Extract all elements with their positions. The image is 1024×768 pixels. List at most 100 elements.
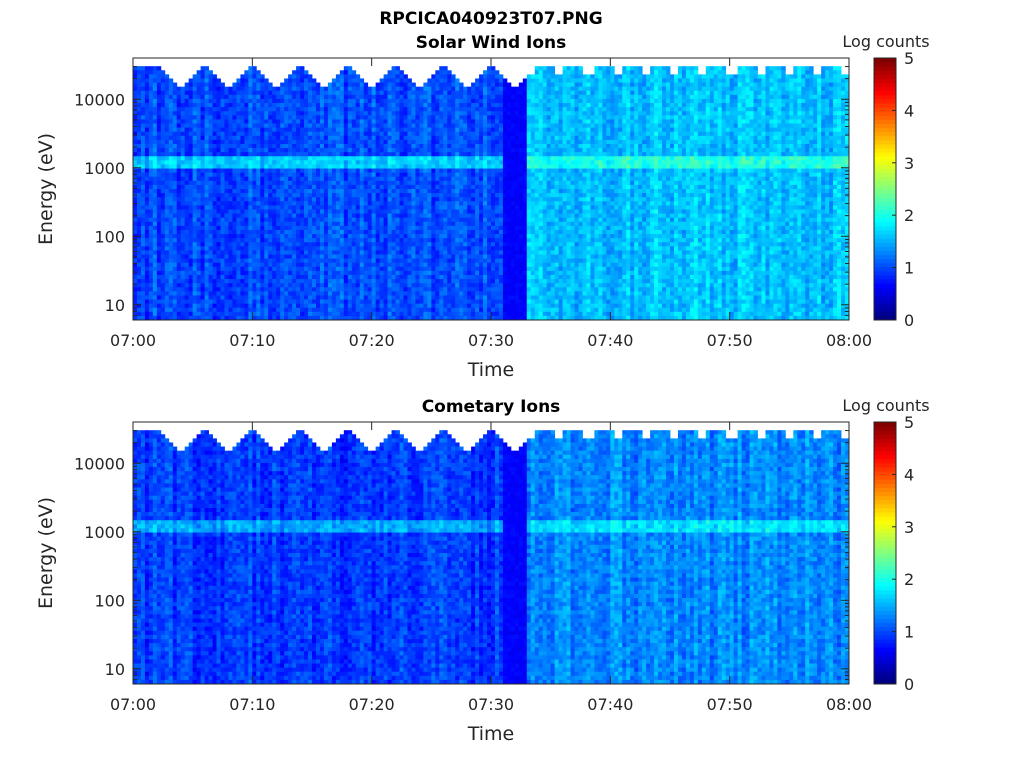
- heatmap-cell: [200, 270, 205, 276]
- heatmap-cell: [323, 160, 329, 165]
- heatmap-cell: [248, 103, 253, 108]
- heatmap-cell: [427, 143, 432, 149]
- heatmap-cell: [375, 205, 381, 210]
- heatmap-cell: [180, 180, 186, 186]
- heatmap-cell: [244, 205, 249, 210]
- heatmap-cell: [300, 250, 305, 255]
- heatmap-cell: [276, 315, 281, 321]
- heatmap-cell: [276, 152, 281, 157]
- heatmap-cell: [252, 221, 257, 227]
- heatmap-cell: [216, 143, 221, 149]
- heatmap-cell: [399, 74, 404, 79]
- heatmap-cell: [236, 287, 241, 292]
- heatmap-cell: [455, 135, 460, 141]
- heatmap-cell: [327, 221, 333, 227]
- heatmap-cell: [136, 123, 142, 128]
- heatmap-cell: [363, 258, 369, 264]
- heatmap-cell: [343, 98, 349, 104]
- heatmap-cell: [403, 86, 408, 92]
- heatmap-cell: [284, 307, 289, 313]
- heatmap-cell: [204, 127, 209, 133]
- heatmap-cell: [232, 291, 237, 296]
- heatmap-cell: [264, 221, 269, 227]
- heatmap-cell: [411, 82, 416, 88]
- heatmap-cell: [224, 221, 229, 227]
- heatmap-cell: [435, 127, 440, 133]
- heatmap-cell: [411, 283, 416, 288]
- heatmap-cell: [164, 262, 170, 268]
- heatmap-cell: [200, 94, 205, 100]
- heatmap-cell: [192, 127, 198, 133]
- heatmap-cell: [308, 193, 313, 198]
- heatmap-cell: [300, 94, 305, 100]
- heatmap-cell: [280, 180, 285, 186]
- heatmap-cell: [156, 180, 162, 186]
- heatmap-cell: [296, 180, 301, 186]
- heatmap-cell: [212, 184, 217, 190]
- heatmap-cell: [244, 250, 249, 255]
- heatmap-cell: [395, 180, 400, 186]
- heatmap-cell: [312, 295, 317, 300]
- heatmap-cell: [140, 148, 146, 153]
- heatmap-cell: [423, 311, 428, 317]
- heatmap-cell: [443, 201, 448, 206]
- heatmap-cell: [152, 242, 158, 247]
- heatmap-cell: [292, 184, 297, 190]
- heatmap-cell: [220, 299, 225, 305]
- heatmap-cell: [312, 94, 317, 100]
- heatmap-cell: [383, 127, 388, 133]
- heatmap-cell: [224, 213, 229, 219]
- heatmap-cell: [447, 131, 452, 137]
- heatmap-cell: [184, 176, 190, 182]
- heatmap-cell: [331, 94, 337, 100]
- heatmap-cell: [224, 127, 229, 133]
- heatmap-cell: [375, 143, 381, 149]
- heatmap-cell: [319, 217, 325, 223]
- heatmap-cell: [423, 229, 428, 235]
- heatmap-cell: [224, 90, 229, 96]
- heatmap-cell: [355, 131, 361, 137]
- heatmap-cell: [224, 315, 229, 321]
- heatmap-cell: [272, 168, 277, 174]
- heatmap-cell: [240, 295, 245, 300]
- heatmap-cell: [164, 205, 170, 210]
- heatmap-cell: [220, 98, 225, 104]
- heatmap-cell: [220, 176, 225, 182]
- heatmap-cell: [447, 135, 452, 141]
- heatmap-cell: [423, 303, 428, 309]
- heatmap-cell: [312, 111, 317, 116]
- heatmap-cell: [435, 180, 440, 186]
- heatmap-cell: [133, 78, 138, 83]
- heatmap-cell: [252, 168, 257, 174]
- heatmap-cell: [419, 148, 424, 153]
- heatmap-cell: [304, 238, 309, 243]
- heatmap-cell: [343, 234, 349, 239]
- heatmap-cell: [355, 74, 361, 79]
- heatmap-cell: [180, 176, 186, 182]
- heatmap-cell: [443, 307, 448, 313]
- heatmap-cell: [272, 131, 277, 137]
- heatmap-cell: [300, 242, 305, 247]
- heatmap-cell: [133, 221, 138, 227]
- heatmap-cell: [172, 229, 178, 235]
- heatmap-cell: [144, 246, 150, 251]
- heatmap-cell: [136, 242, 142, 247]
- heatmap-cell: [276, 283, 281, 288]
- heatmap-cell: [447, 172, 452, 178]
- heatmap-cell: [363, 82, 369, 88]
- heatmap-cell: [355, 274, 361, 280]
- heatmap-cell: [308, 98, 313, 104]
- heatmap-cell: [196, 291, 202, 296]
- heatmap-cell: [164, 119, 170, 124]
- heatmap-cell: [252, 119, 257, 124]
- heatmap-cell: [280, 266, 285, 272]
- heatmap-cell: [419, 111, 424, 116]
- heatmap-cell: [284, 234, 289, 239]
- heatmap-cell: [347, 238, 353, 243]
- heatmap-cell: [196, 168, 202, 174]
- heatmap-cell: [399, 143, 404, 149]
- heatmap-cell: [212, 283, 217, 288]
- heatmap-cell: [367, 135, 373, 141]
- heatmap-cell: [355, 193, 361, 198]
- heatmap-cell: [148, 127, 154, 133]
